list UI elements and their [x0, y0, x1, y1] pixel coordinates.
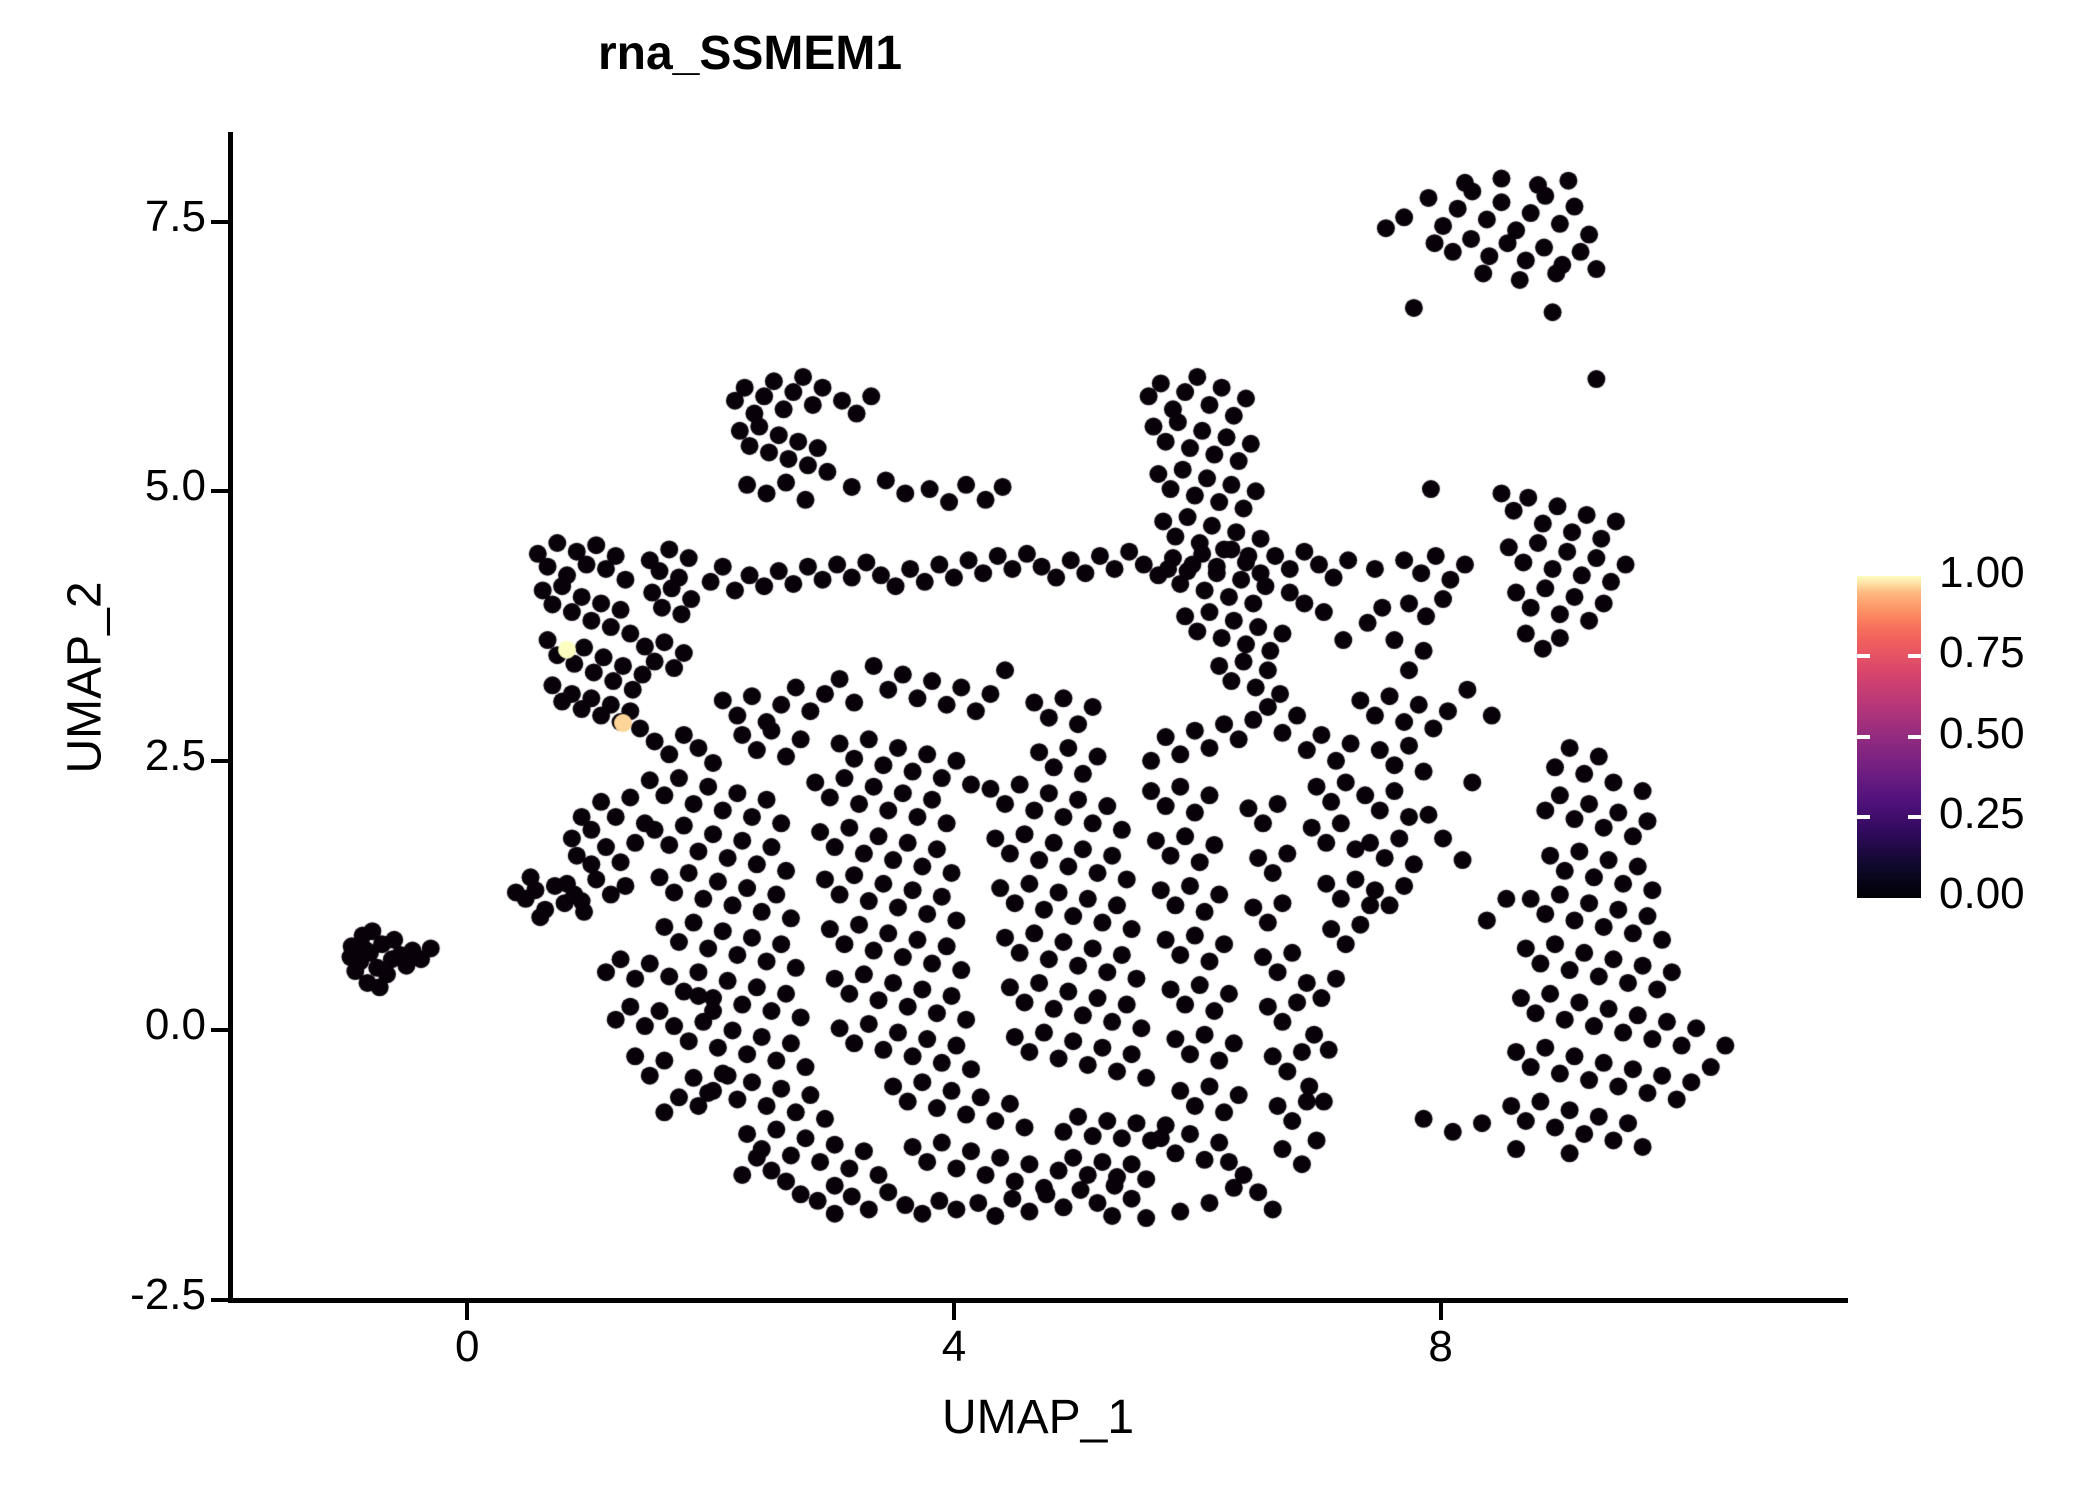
colorbar-tick-label: 0.00 — [1939, 869, 2025, 918]
y-tick-label: 0.0 — [144, 1000, 206, 1050]
x-tick-mark — [465, 1303, 470, 1320]
colorbar-tick-mark — [1857, 734, 1870, 739]
y-tick-mark — [211, 1028, 228, 1033]
colorbar-tick-mark — [1857, 654, 1870, 659]
y-tick-mark — [211, 758, 228, 763]
colorbar-tick-mark — [1908, 814, 1921, 819]
y-tick-label: 2.5 — [144, 730, 206, 780]
y-tick-label: 7.5 — [144, 191, 206, 241]
x-tick-label: 8 — [1428, 1322, 1453, 1371]
x-axis-line — [228, 1298, 1848, 1303]
y-tick-mark — [211, 219, 228, 224]
y-tick-mark — [211, 489, 228, 494]
y-tick-mark — [211, 1298, 228, 1302]
colorbar-tick-mark — [1908, 654, 1921, 659]
x-tick-label: 0 — [455, 1322, 480, 1371]
y-axis-line — [228, 132, 233, 1302]
y-tick-label: -2.5 — [130, 1270, 206, 1319]
x-axis-title: UMAP_1 — [941, 1391, 1135, 1444]
colorbar-tick-label: 0.25 — [1939, 788, 2025, 838]
colorbar-tick-label: 0.75 — [1939, 628, 2025, 678]
scatter-plot-canvas — [230, 130, 1830, 1300]
x-tick-mark — [951, 1303, 956, 1320]
plot-panel — [230, 130, 1830, 1300]
legend-colorbar-group: 0.00 0.25 0.50 0.75 1.00 — [1857, 548, 2077, 918]
colorbar-tick-label: 0.50 — [1939, 708, 2025, 758]
x-tick-mark — [1438, 1303, 1443, 1320]
page-title: rna_SSMEM1 — [597, 27, 903, 80]
colorbar-tick-mark — [1857, 814, 1870, 819]
colorbar-tick-label: 1.00 — [1939, 548, 2025, 597]
y-axis-title: UMAP_2 — [58, 581, 112, 774]
y-tick-label: 5.0 — [144, 461, 206, 511]
colorbar-tick-mark — [1908, 734, 1921, 739]
x-tick-label: 4 — [941, 1322, 967, 1371]
